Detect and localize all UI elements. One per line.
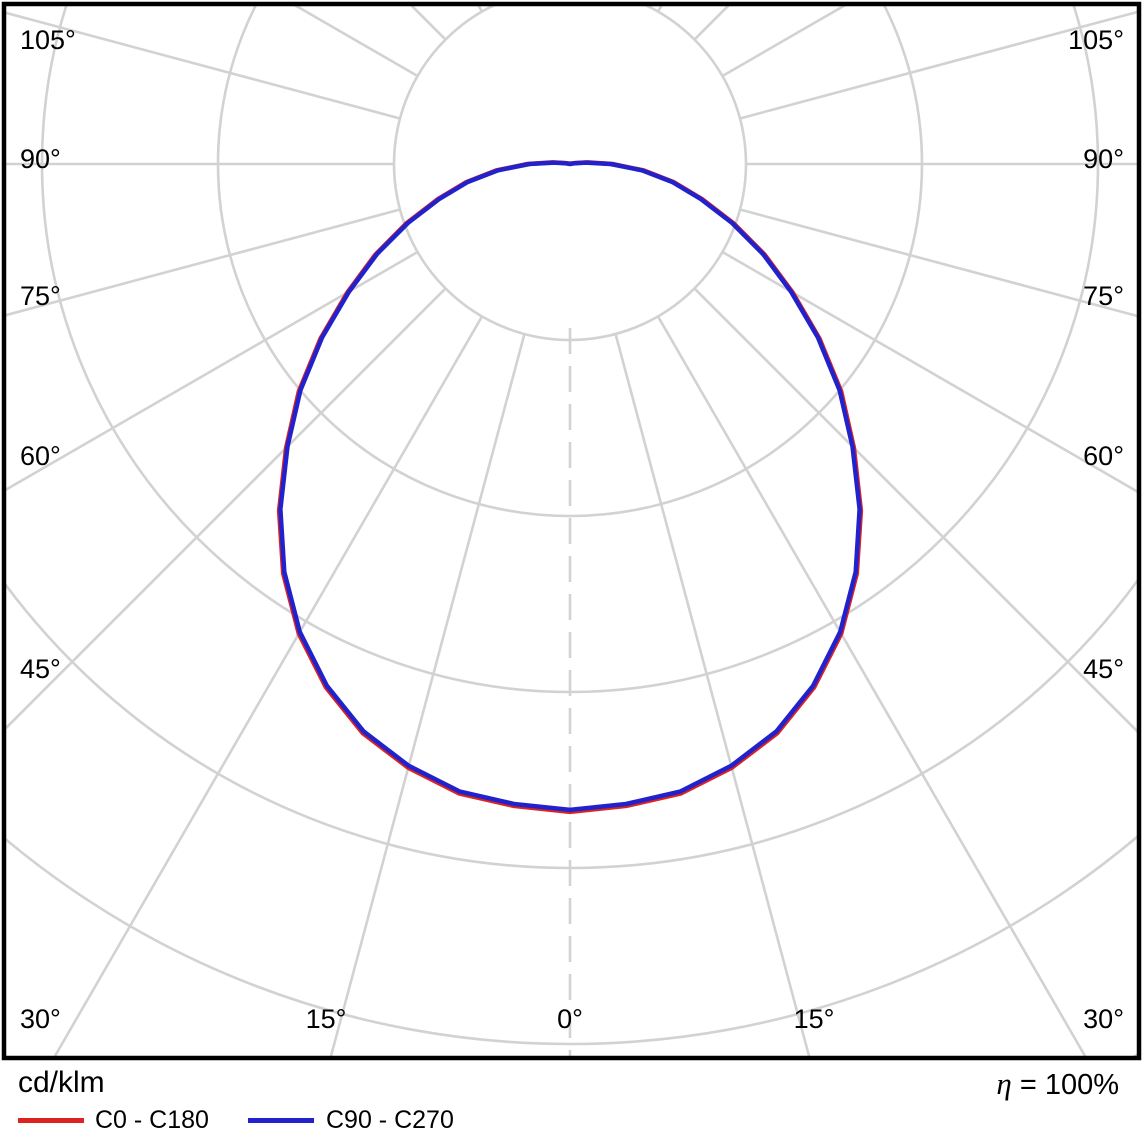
angle-label-right-60: 60°	[1083, 441, 1124, 471]
angle-label-left-60: 60°	[20, 441, 61, 471]
legend-label-c0-c180: C0 - C180	[95, 1106, 209, 1134]
angle-label-bottom-15-left: 15°	[306, 1004, 347, 1034]
angle-label-right-90: 90°	[1083, 144, 1124, 174]
angle-label-right-45: 45°	[1083, 654, 1124, 684]
eta-value: = 100%	[1019, 1069, 1119, 1101]
angle-label-right-75: 75°	[1083, 281, 1124, 311]
angle-label-right-30: 30°	[1083, 1004, 1124, 1034]
angle-label-left-90: 90°	[20, 144, 61, 174]
angle-label-left-105: 105°	[20, 25, 76, 55]
intensity-curves	[276, 160, 864, 815]
grid-ray	[739, 208, 1137, 318]
legend-label-c90-c270: C90 - C270	[326, 1106, 454, 1134]
grid-ray	[6, 208, 401, 317]
legend-line-c90-c270	[248, 1118, 314, 1123]
grid-ray	[739, 10, 1137, 120]
grid-ray	[329, 333, 526, 1056]
legend-line-c0-c180	[18, 1118, 84, 1123]
angle-label-left-75: 75°	[20, 281, 61, 311]
plot-background	[0, 0, 1143, 1062]
unit-label: cd/klm	[18, 1066, 105, 1099]
angle-label-right-105: 105°	[1068, 25, 1124, 55]
plot-frame	[1, 1, 1142, 1061]
angle-labels: 105° 90° 75° 60° 45° 30° 105° 90° 75° 60…	[20, 25, 1124, 1034]
polar-chart-canvas: 105° 90° 75° 60° 45° 30° 105° 90° 75° 60…	[0, 0, 1143, 1062]
legend: cd/klm η = 100% C0 - C180 C90 - C270	[0, 1062, 1143, 1143]
efficiency-label: η = 100%	[996, 1066, 1119, 1102]
grid-ray	[53, 315, 484, 1056]
grid-ray	[721, 250, 1137, 493]
grid-ray	[656, 315, 1087, 1056]
angle-label-left-45: 45°	[20, 654, 61, 684]
angle-label-bottom-0: 0°	[557, 1004, 583, 1034]
angle-label-bottom-15-right: 15°	[794, 1004, 835, 1034]
angle-label-left-30: 30°	[20, 1004, 61, 1034]
grid-ray	[6, 250, 419, 492]
eta-symbol: η	[996, 1066, 1012, 1101]
curve-c90-c270	[278, 160, 862, 813]
grid-ray	[614, 333, 811, 1056]
grid-ray	[6, 11, 401, 120]
grid-ring	[6, 835, 1137, 1046]
